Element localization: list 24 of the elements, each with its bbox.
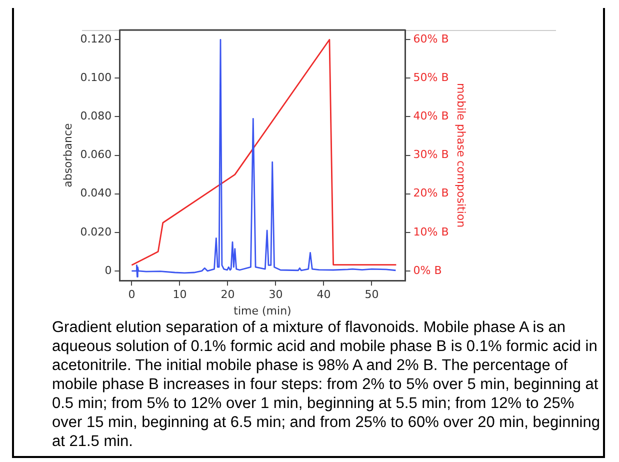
- y-tick-label: 0.020: [80, 225, 112, 238]
- y-tick-label: 0.040: [80, 186, 112, 200]
- y-tick-label: 0: [104, 264, 112, 277]
- y2-tick-label: 30% B: [413, 148, 449, 162]
- y2-tick-label: 20% B: [413, 186, 449, 200]
- text: Gradient elution separation of a mixture of flavonoids. Mobile phase A is an aqueous solution of 0.1% formic acid and mobile phase B is 0.1% formic acid in acetonitrile. The initial mobile phase is 98% A and 2% B. The percentage of mobile phase B increases in four steps: from 2% to 5% over 5 min, beginning at 0.5 min; from 5% to 12% over 1 min, beginning at 5.5 min; from 12% to 25% over 15 min, beginning at 6.5 min; and from 25% to 60% over 20 min, beginning at 21.5 min.: [52, 318, 601, 451]
- y2-axis-title: mobile phase composition: [454, 83, 468, 228]
- y-tick-label: 0.100: [80, 71, 112, 84]
- x-tick-label: 50: [364, 288, 379, 302]
- x-tick-label: 20: [220, 288, 235, 302]
- x-axis-title: time (min): [234, 304, 292, 318]
- y-tick-label: 0.060: [80, 148, 112, 162]
- x-tick-label: 30: [268, 288, 283, 302]
- x-tick-label: 40: [316, 288, 331, 302]
- y-tick-label: 0.080: [80, 110, 112, 123]
- y2-tick-label: 10% B: [413, 225, 449, 238]
- y2-tick-label: 50% B: [413, 71, 449, 84]
- x-tick-label: 0: [128, 288, 136, 302]
- y2-tick-label: 0% B: [413, 264, 442, 277]
- y-tick-label: 0.120: [80, 32, 112, 46]
- y2-tick-label: 60% B: [413, 32, 449, 46]
- x-tick-label: 10: [172, 288, 187, 302]
- y-axis-title: absorbance: [61, 122, 74, 188]
- y2-tick-label: 40% B: [413, 110, 449, 123]
